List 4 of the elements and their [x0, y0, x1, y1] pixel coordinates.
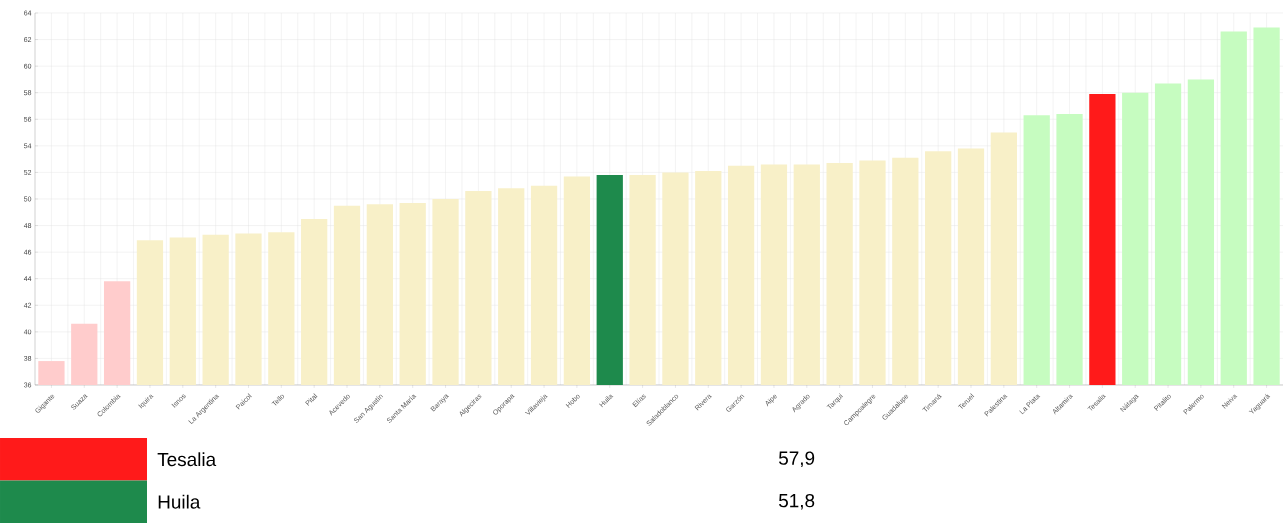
text: 51,8: [778, 493, 815, 510]
text: Tesalia: [157, 452, 217, 467]
text: 57,9: [778, 451, 815, 468]
text: Huila: [158, 494, 201, 509]
